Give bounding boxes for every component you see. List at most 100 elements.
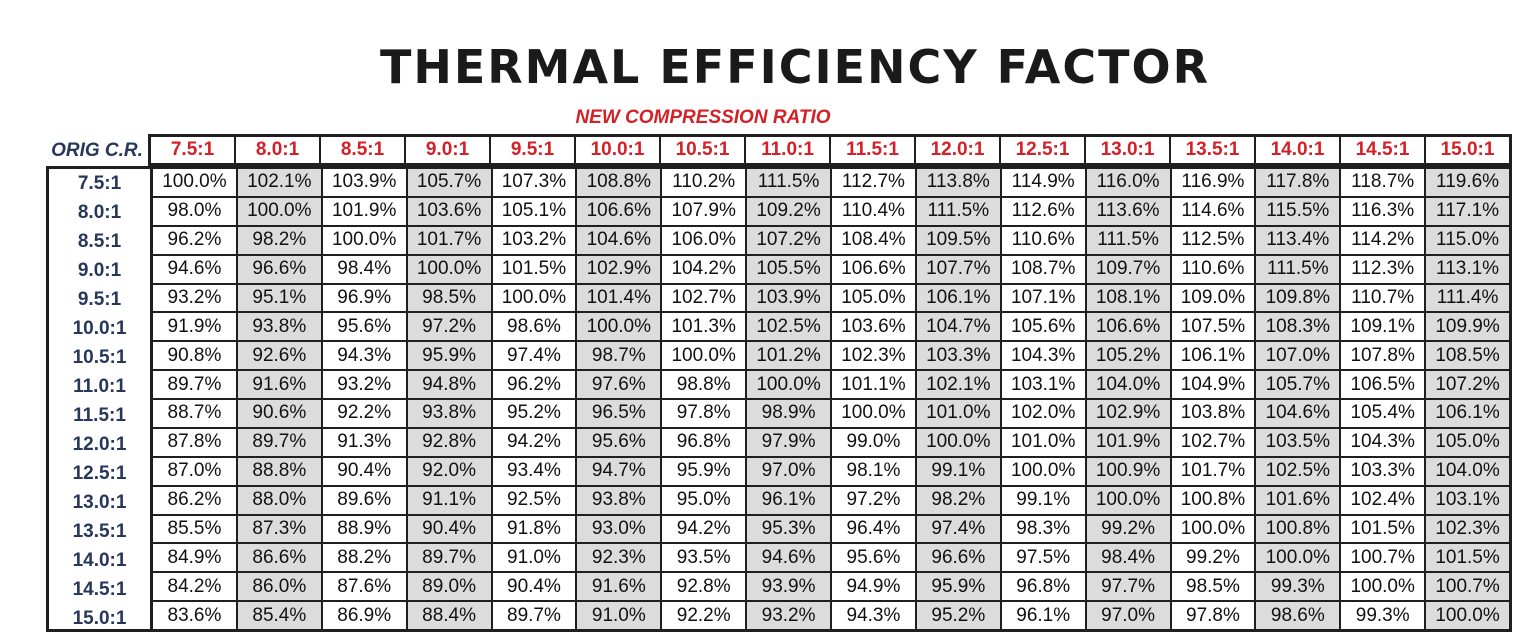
table-cell: 91.3% <box>322 428 406 456</box>
table-cell: 93.2% <box>322 371 406 398</box>
table-cell: 99.3% <box>1256 573 1340 601</box>
table-cell: 87.8% <box>153 428 236 456</box>
table-cell: 113.1% <box>1426 255 1509 283</box>
table-cell: 98.6% <box>492 313 576 341</box>
column-header: 9.5:1 <box>491 137 576 163</box>
table-cell: 104.9% <box>1171 371 1255 398</box>
table-cell: 90.4% <box>492 573 576 601</box>
table-cell: 102.9% <box>577 255 661 283</box>
table-cell: 105.0% <box>1426 428 1509 456</box>
table-cell: 107.3% <box>492 169 576 196</box>
table-cell: 89.7% <box>492 602 576 629</box>
table-cell: 96.9% <box>322 284 406 312</box>
row-header: 13.5:1 <box>72 521 127 542</box>
column-axis-label: NEW COMPRESSION RATIO <box>575 107 831 128</box>
table-cell: 101.7% <box>1171 457 1255 485</box>
table-cell: 97.4% <box>492 342 576 370</box>
row-header: 8.5:1 <box>77 231 122 252</box>
table-cell: 107.9% <box>662 197 746 225</box>
table-cell: 101.6% <box>1256 486 1340 514</box>
table-cell: 97.9% <box>747 428 830 456</box>
table-cell: 105.2% <box>1086 342 1170 370</box>
table-cell: 84.9% <box>153 544 236 572</box>
table-cell: 92.2% <box>662 602 746 629</box>
row-header: 10.5:1 <box>72 347 127 368</box>
table-cell: 96.2% <box>492 371 576 398</box>
table-cell: 101.9% <box>1086 428 1170 456</box>
table-cell: 109.0% <box>1171 284 1255 312</box>
table-cell: 92.3% <box>577 544 661 572</box>
table-cell: 111.5% <box>916 197 1000 225</box>
table-cell: 93.5% <box>662 544 746 572</box>
table-cell: 94.2% <box>492 428 576 456</box>
table-cell: 100.7% <box>1341 544 1425 572</box>
table-cell: 93.2% <box>153 284 236 312</box>
table-cell: 100.0% <box>492 284 576 312</box>
table-cell: 87.0% <box>153 457 236 485</box>
table-cell: 96.8% <box>662 428 746 456</box>
table-cell: 91.0% <box>577 602 661 629</box>
column-header-row: 7.5:1 8.0:1 8.5:1 9.0:1 9.5:1 10.0:1 10.5:1 11.… <box>148 134 1512 166</box>
column-header: 15.0:1 <box>1440 139 1495 160</box>
table-cell: 107.7% <box>916 255 1000 283</box>
table-cell: 106.6% <box>832 255 915 283</box>
table-cell: 93.8% <box>407 400 491 427</box>
page-title: THERMAL EFFICIENCY FACTOR <box>379 40 1211 94</box>
table-cell: 97.8% <box>1171 602 1255 629</box>
table-cell: 86.6% <box>237 544 321 572</box>
table-cell: 109.8% <box>1256 284 1340 312</box>
column-header: 8.0:1 <box>236 137 321 163</box>
table-cell: 116.3% <box>1341 197 1425 225</box>
table-cell: 97.7% <box>1086 573 1170 601</box>
table-cell: 98.9% <box>747 400 830 427</box>
table-cell: 98.4% <box>322 255 406 283</box>
table-cell: 103.9% <box>747 284 830 312</box>
table-cell: 100.0% <box>1341 573 1425 601</box>
table-cell: 101.9% <box>322 197 406 225</box>
table-cell: 100.0% <box>1256 544 1340 572</box>
row-header: 14.5:1 <box>72 579 127 600</box>
table-cell: 89.7% <box>153 371 236 398</box>
table-cell: 93.2% <box>747 602 830 629</box>
table-cell: 86.2% <box>153 486 236 514</box>
table-cell: 92.5% <box>492 486 576 514</box>
row-header: 11.5:1 <box>73 405 126 426</box>
table-cell: 91.6% <box>237 371 321 398</box>
table-cell: 101.7% <box>407 226 491 254</box>
table-cell: 99.1% <box>916 457 1000 485</box>
table-cell: 94.8% <box>407 371 491 398</box>
table-cell: 110.6% <box>1171 255 1255 283</box>
table-cell: 102.0% <box>1001 400 1085 427</box>
column-header: 11.5:1 <box>831 137 916 163</box>
table-cell: 104.0% <box>1426 457 1509 485</box>
table-cell: 97.4% <box>916 515 1000 543</box>
table-cell: 85.5% <box>153 515 236 543</box>
table-cell: 91.1% <box>407 486 491 514</box>
table-cell: 94.2% <box>662 515 746 543</box>
table-cell: 104.6% <box>1256 400 1340 427</box>
row-header: 15.0:1 <box>72 608 127 629</box>
table-cell: 110.6% <box>1001 226 1085 254</box>
table-cell: 96.2% <box>153 226 236 254</box>
table-cell: 117.1% <box>1426 197 1509 225</box>
table-cell: 119.6% <box>1426 169 1509 196</box>
table-cell: 98.0% <box>153 197 236 225</box>
column-header: 12.5:1 <box>1001 137 1086 163</box>
table-cell: 111.5% <box>1256 255 1340 283</box>
efficiency-table: 100.0% 102.1% 103.9% 105.7% 107.3% 108.8% 110.… <box>150 166 1512 632</box>
row-axis-label: ORIG C.R. <box>51 140 143 161</box>
table-cell: 106.0% <box>662 226 746 254</box>
table-cell: 106.6% <box>1086 313 1170 341</box>
table-cell: 103.6% <box>832 313 915 341</box>
table-cell: 98.5% <box>1171 573 1255 601</box>
table-cell: 102.1% <box>916 371 1000 398</box>
table-cell: 103.6% <box>407 197 491 225</box>
table-cell: 93.4% <box>492 457 576 485</box>
table-cell: 98.1% <box>832 457 915 485</box>
row-header: 11.0:1 <box>73 376 126 397</box>
table-cell: 109.9% <box>1426 313 1509 341</box>
table-cell: 93.8% <box>577 486 661 514</box>
table-cell: 116.9% <box>1171 169 1255 196</box>
table-cell: 103.3% <box>1341 457 1425 485</box>
table-cell: 102.5% <box>1256 457 1340 485</box>
